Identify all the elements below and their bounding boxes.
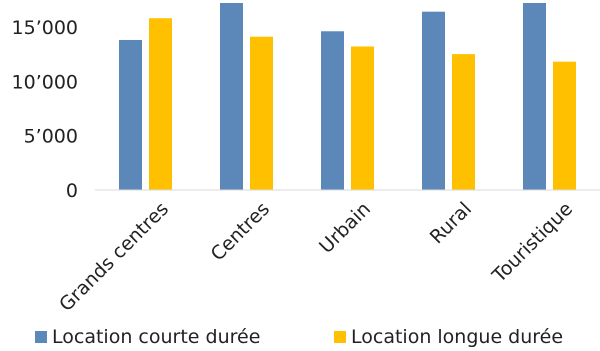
legend-item-long-term: Location longue durée	[334, 326, 563, 348]
y-tick-label: 5’000	[24, 126, 78, 148]
legend-swatch-short-term	[35, 331, 47, 343]
x-category-label: Touristique	[488, 198, 577, 287]
y-tick-label: 10’000	[12, 71, 78, 93]
legend-item-short-term: Location courte durée	[35, 326, 260, 348]
bar-short-term	[119, 39, 142, 190]
legend: Location courte durée Location longue du…	[0, 326, 600, 350]
bars	[119, 3, 576, 191]
legend-label-long-term: Location longue durée	[351, 326, 564, 348]
bar-long-term	[149, 18, 172, 190]
x-category-label: Rural	[426, 198, 476, 248]
bar-long-term	[452, 54, 475, 190]
legend-swatch-long-term	[334, 331, 346, 343]
bar-short-term	[220, 3, 243, 190]
bar-short-term	[422, 11, 445, 190]
bar-long-term	[351, 46, 374, 190]
bar-short-term	[321, 31, 344, 191]
y-tick-label: 0	[66, 180, 78, 202]
x-axis: Grands centres Centres Urbain Rural Touristi…	[55, 198, 577, 316]
x-category-label: Grands centres	[55, 198, 173, 316]
legend-label-short-term: Location courte durée	[52, 326, 261, 348]
y-tick-label: 15’000	[12, 17, 78, 39]
bar-long-term	[250, 36, 273, 190]
y-axis: 0 5’000 10’000 15’000	[12, 17, 78, 202]
x-category-label: Urbain	[315, 198, 375, 258]
x-category-label: Centres	[207, 198, 274, 265]
bar-long-term	[553, 61, 576, 190]
bar-short-term	[523, 3, 546, 190]
